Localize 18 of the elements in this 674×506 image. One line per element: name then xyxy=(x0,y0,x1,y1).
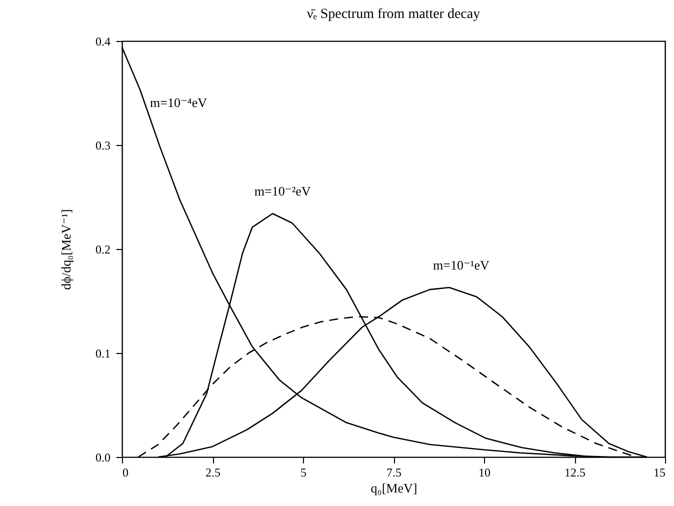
y-tick-label: 0.1 xyxy=(96,346,110,360)
series-label: m=10⁻²eV xyxy=(254,184,312,199)
y-axis-title: dϕ/dq₀[MeV⁻¹] xyxy=(58,209,74,290)
x-tick-label: 7.5 xyxy=(386,466,402,480)
x-tick-label: 2.5 xyxy=(206,466,220,480)
series-label: m=10⁻⁴eV xyxy=(150,95,208,110)
x-tick-label: 5 xyxy=(300,466,306,480)
x-tick-label: 0 xyxy=(122,466,128,480)
x-axis-title: q₀[MeV] xyxy=(370,480,418,496)
x-tick-label: 10 xyxy=(478,466,490,480)
y-tick-label: 0.4 xyxy=(96,34,110,48)
series-label: m=10⁻¹eV xyxy=(433,257,490,272)
y-tick-label: 0.3 xyxy=(96,138,110,152)
x-tick-label: 15 xyxy=(654,466,666,480)
x-tick-label: 12.5 xyxy=(564,466,586,480)
y-tick-label: 0.2 xyxy=(96,242,110,256)
chart-title: ν̄ₑ Spectrum from matter decay xyxy=(306,7,480,22)
y-tick-label: 0.0 xyxy=(96,450,110,464)
